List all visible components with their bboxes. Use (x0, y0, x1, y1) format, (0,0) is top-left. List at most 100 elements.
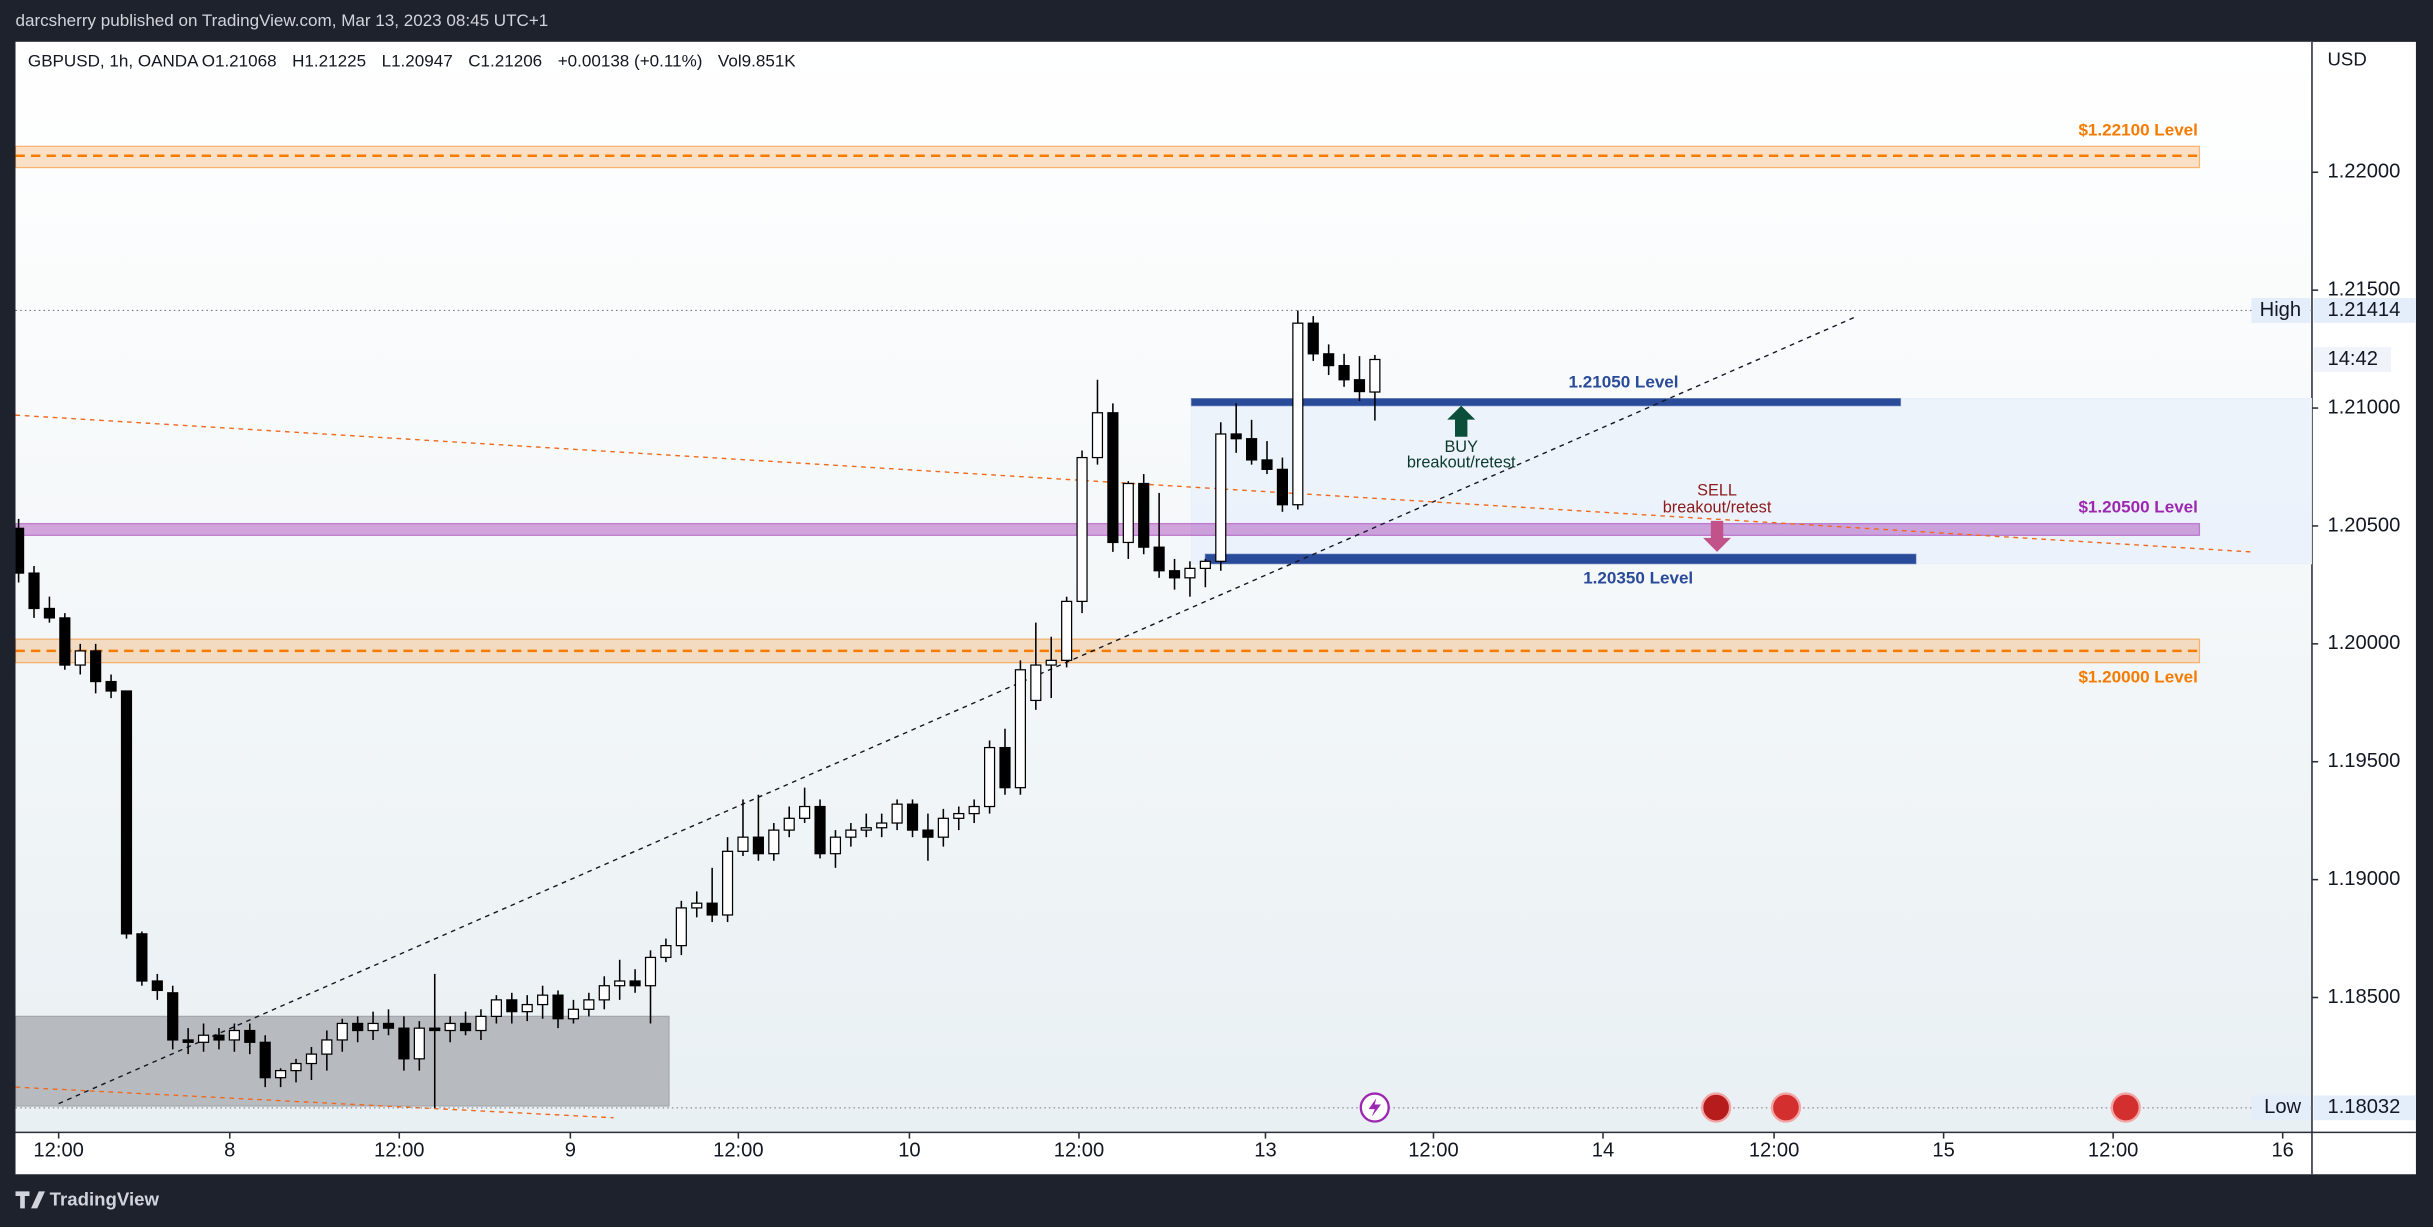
legend-value: O1.21068 (202, 52, 277, 71)
candle-body (167, 992, 179, 1041)
candle-body (799, 805, 811, 819)
event-icon[interactable] (2110, 1092, 2141, 1123)
candle-body (367, 1022, 379, 1032)
candle-body (567, 1008, 580, 1020)
logo-mark (15, 1191, 45, 1209)
x-tick-label: 12:00 (2088, 1139, 2138, 1161)
event-icon[interactable] (1701, 1092, 1732, 1123)
candle-body (1153, 546, 1165, 572)
candle-body (922, 829, 934, 838)
candle-body (275, 1069, 287, 1079)
candle-body (845, 829, 857, 838)
y-tick-label: 1.21500 (2327, 278, 2400, 300)
x-tick-label: 12:00 (33, 1139, 83, 1161)
y-tick-label: 1.22000 (2327, 161, 2400, 183)
candle-body (1045, 659, 1057, 666)
trend-line (58, 315, 1858, 1105)
publisher: darcsherry published on TradingView.com,… (16, 11, 549, 30)
low-tag (2251, 1095, 2311, 1121)
signal-text: SELL (1697, 482, 1737, 500)
candle-body (598, 985, 610, 1001)
x-tick-label: 8 (224, 1139, 235, 1161)
candle-body (675, 907, 687, 947)
candle-body (1122, 482, 1134, 544)
candle-body (691, 902, 703, 909)
footer-logo: TradingView (15, 1189, 160, 1210)
low-value-tag (2313, 1095, 2416, 1121)
high-tag (2251, 298, 2311, 323)
zone-label: $1.20500 Level (2078, 498, 2197, 517)
candle-body (136, 933, 148, 982)
candle-body (537, 994, 549, 1006)
currency: USD (2327, 48, 2366, 69)
x-tick-label: 15 (1932, 1139, 1954, 1161)
zone-label: $1.20000 Level (2078, 668, 2197, 687)
zone-label: $1.22100 Level (2078, 120, 2197, 139)
trend-line (15, 1086, 614, 1119)
y-tick-label: 1.19500 (2327, 750, 2400, 772)
x-tick-label: 12:00 (374, 1139, 424, 1161)
candle-body (28, 572, 40, 610)
candle-body (1276, 468, 1289, 506)
candle-body (891, 803, 903, 824)
y-tick-label: 1.18500 (2327, 986, 2400, 1008)
countdown: 14:42 (2327, 348, 2377, 370)
candle-body (321, 1039, 333, 1055)
footer-brand: TradingView (50, 1189, 160, 1210)
y-tick-label: 1.20500 (2327, 514, 2400, 536)
candle-body (1246, 438, 1258, 461)
signal-text: breakout/retest (1407, 453, 1516, 471)
candle-body (1353, 379, 1366, 393)
low-label: Low (2264, 1096, 2301, 1118)
candle-body (305, 1053, 318, 1065)
candle-body (768, 829, 780, 855)
x-tick-label: 13 (1254, 1139, 1276, 1161)
candle-body (15, 527, 25, 574)
high-value: 1.21414 (2327, 299, 2400, 321)
candle-body (213, 1034, 225, 1041)
candle-body (413, 1027, 425, 1060)
candle-body (752, 836, 764, 855)
y-tick-label: 1.20000 (2327, 632, 2400, 654)
x-tick-label: 12:00 (1749, 1139, 1799, 1161)
high-value-tag (2313, 298, 2416, 323)
candle-body (244, 1029, 256, 1043)
box (1190, 398, 2312, 565)
candle-body (1307, 322, 1319, 355)
low-value: 1.18032 (2327, 1096, 2400, 1118)
candle-body (660, 945, 672, 959)
candle-body (120, 690, 133, 935)
candle-body (1369, 358, 1381, 393)
candle-body (1138, 482, 1150, 548)
candle-body (860, 827, 872, 831)
candle-body (583, 999, 595, 1010)
candle-body (937, 817, 949, 838)
candle-body (1292, 322, 1304, 506)
candle-body (1184, 567, 1196, 579)
candle-body (151, 980, 163, 992)
x-tick-label: 16 (2271, 1139, 2293, 1161)
event-bolt (1368, 1098, 1381, 1117)
candle-body (182, 1039, 194, 1043)
candle-body (429, 1027, 441, 1032)
candle-body (490, 999, 502, 1017)
x-tick-label: 12:00 (713, 1139, 763, 1161)
candle-body (1168, 570, 1181, 579)
event-icon[interactable] (1770, 1092, 1802, 1123)
candle-body (521, 1003, 533, 1013)
signal-text: BUY (1444, 438, 1478, 456)
candle-body (1030, 664, 1042, 702)
candle-body (398, 1027, 410, 1060)
candle-body (1107, 412, 1119, 544)
candle-body (906, 803, 919, 831)
candle-body (74, 650, 86, 666)
legend-value: H1.21225 (292, 52, 366, 71)
x-tick-label: 10 (898, 1139, 920, 1161)
candle-body (1261, 459, 1273, 470)
candle-body (983, 746, 996, 808)
event-icons (1359, 1092, 2141, 1123)
candle-body (614, 980, 626, 987)
candle-body (459, 1022, 472, 1032)
